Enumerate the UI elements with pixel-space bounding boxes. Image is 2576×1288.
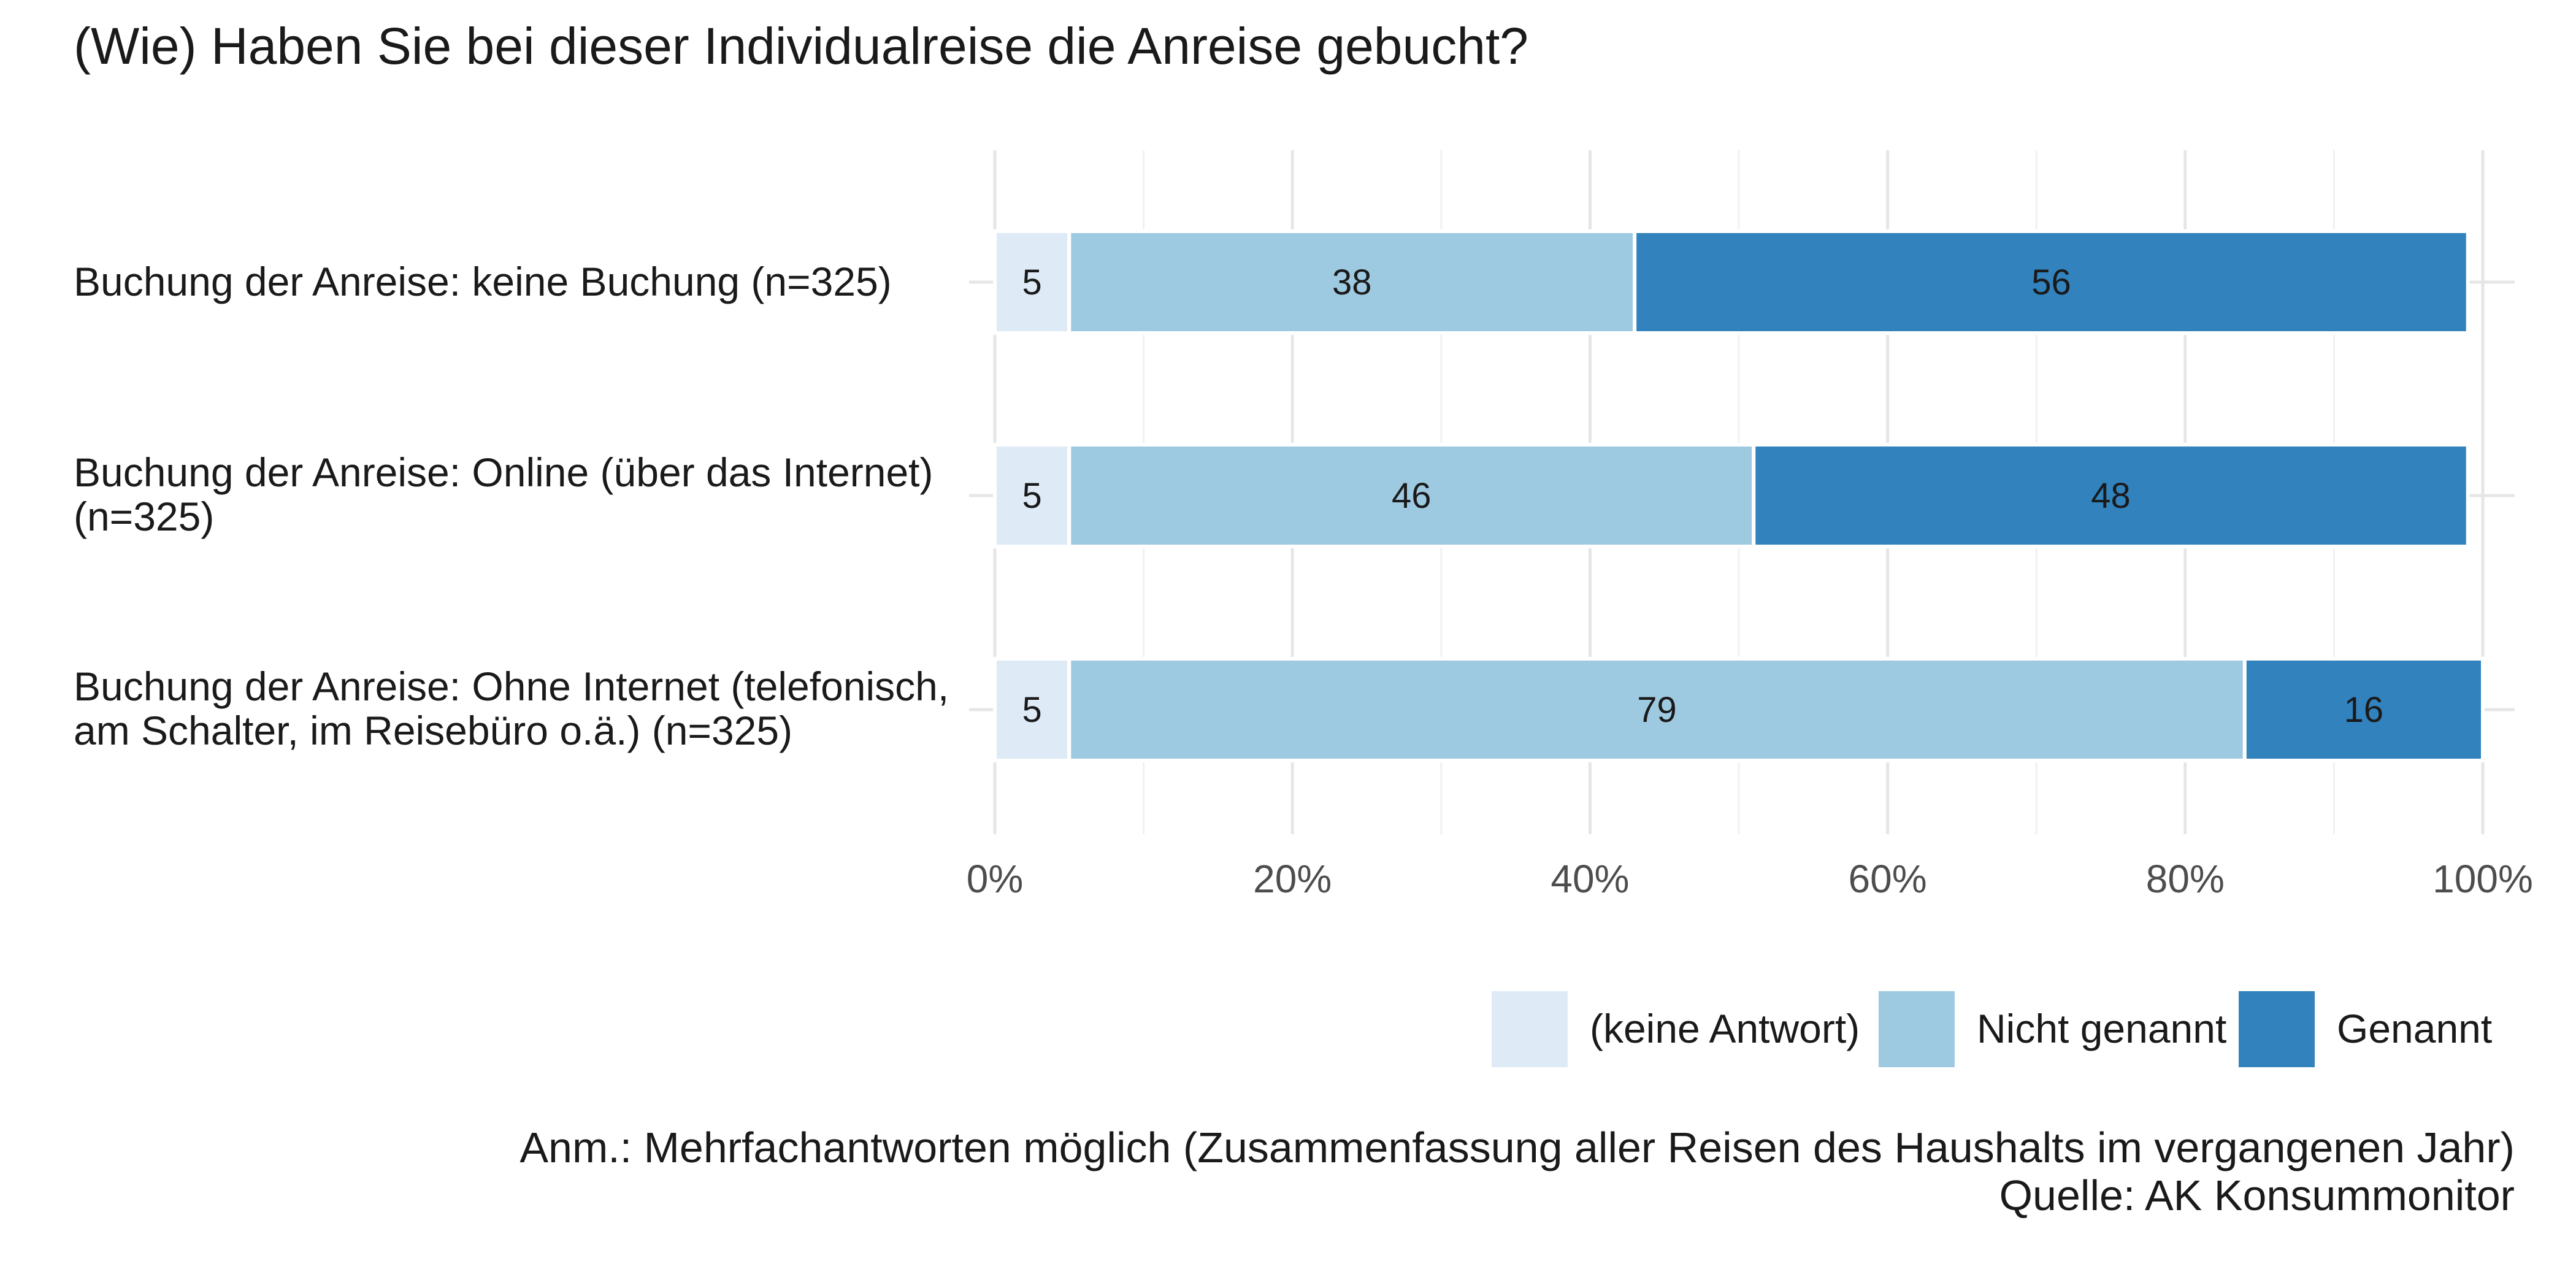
- legend-label: Nicht genannt: [1977, 1006, 2226, 1051]
- data-label: 5: [1022, 476, 1042, 516]
- data-label: 5: [1022, 263, 1042, 302]
- x-tick-label: 60%: [1849, 857, 1927, 901]
- legend-label: (keine Antwort): [1590, 1006, 1860, 1051]
- data-label: 46: [1392, 476, 1432, 516]
- legend-label: Genannt: [2337, 1006, 2492, 1051]
- data-label: 48: [2091, 476, 2131, 516]
- x-tick-label: 40%: [1551, 857, 1629, 901]
- x-tick-label: 100%: [2432, 857, 2533, 901]
- bar-segment: [1067, 657, 2247, 762]
- category-label-line2: am Schalter, im Reisebüro o.ä.) (n=325): [74, 708, 792, 753]
- data-label: 38: [1332, 263, 1372, 302]
- category-label: Buchung der Anreise: Online (über das In…: [74, 450, 933, 495]
- data-label: 79: [1637, 690, 1677, 730]
- data-label: 5: [1022, 690, 1042, 730]
- data-label: 16: [2344, 690, 2384, 730]
- legend-swatch: [1879, 991, 1955, 1067]
- source-note: Quelle: AK Konsummonitor: [1999, 1171, 2515, 1219]
- legend: (keine Antwort) Nicht genannt Genannt: [1492, 991, 2492, 1067]
- x-axis-ticks: 0% 20% 40% 60% 80% 100%: [967, 857, 2533, 901]
- bar-segment: [1633, 229, 2470, 335]
- bar-segment: [2242, 657, 2485, 762]
- x-tick-label: 80%: [2146, 857, 2225, 901]
- legend-swatch: [2239, 991, 2315, 1067]
- bars: 5 38 56 5 46 48 5 79 16: [993, 229, 2485, 762]
- chart-title: (Wie) Haben Sie bei dieser Individualrei…: [74, 17, 1528, 75]
- category-label: Buchung der Anreise: Ohne Internet (tele…: [74, 664, 949, 709]
- x-tick-label: 20%: [1253, 857, 1332, 901]
- x-tick-label: 0%: [967, 857, 1024, 901]
- category-label-line2: (n=325): [74, 494, 214, 539]
- annotation-note: Anm.: Mehrfachantworten möglich (Zusamme…: [519, 1124, 2515, 1171]
- category-labels: Buchung der Anreise: keine Buchung (n=32…: [74, 259, 949, 753]
- legend-swatch: [1492, 991, 1568, 1067]
- category-label: Buchung der Anreise: keine Buchung (n=32…: [74, 259, 892, 304]
- bar-segment: [1752, 443, 2470, 548]
- data-label: 56: [2031, 263, 2071, 302]
